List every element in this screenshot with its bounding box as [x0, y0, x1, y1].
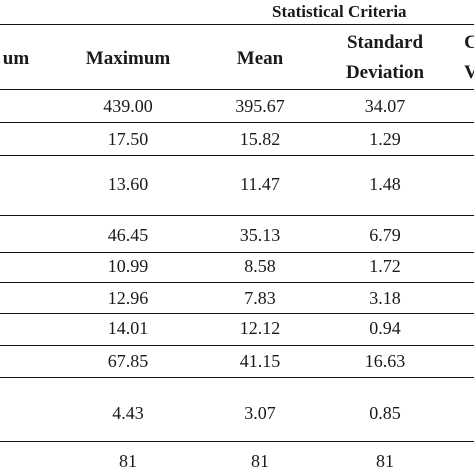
statistical-criteria-header: Statistical Criteria — [272, 2, 407, 21]
row-rule — [0, 313, 474, 314]
row-rule — [0, 282, 474, 283]
cell-mean: 15.82 — [239, 129, 281, 149]
row-rule — [0, 252, 474, 253]
cell-mean: 7.83 — [244, 288, 276, 308]
row-rule — [0, 345, 474, 346]
cell-sd: 6.79 — [369, 225, 401, 245]
row-rule — [0, 441, 474, 442]
column-header-sd-line1: Standard — [346, 32, 424, 53]
cell-max: 13.60 — [107, 174, 149, 194]
cell-sd: 3.18 — [369, 288, 401, 308]
cell-sd: 34.07 — [364, 96, 406, 116]
cell-max: 67.85 — [107, 351, 149, 371]
cell-mean: 81 — [251, 451, 269, 471]
row-rule — [0, 155, 474, 156]
cell-max: 439.00 — [103, 96, 153, 116]
cell-sd: 81 — [376, 451, 394, 471]
cell-mean: 11.47 — [240, 174, 280, 194]
row-rule — [0, 215, 474, 216]
cell-sd: 1.29 — [369, 129, 401, 149]
cell-max: 10.99 — [107, 256, 149, 276]
cell-mean: 35.13 — [239, 225, 281, 245]
column-header-mean: Mean — [236, 48, 284, 69]
row-rule — [0, 377, 474, 378]
cell-mean: 3.07 — [244, 403, 276, 423]
cell-mean: 395.67 — [235, 96, 285, 116]
header-bottom-rule — [0, 89, 474, 90]
cell-max: 4.43 — [112, 403, 144, 423]
cell-sd: 1.48 — [369, 174, 401, 194]
cell-sd: 0.85 — [369, 403, 401, 423]
cell-max: 46.45 — [107, 225, 149, 245]
cell-sd: 1.72 — [369, 256, 401, 276]
cell-sd: 0.94 — [369, 318, 401, 338]
cell-max: 12.96 — [107, 288, 149, 308]
cell-max: 17.50 — [107, 129, 149, 149]
row-rule — [0, 122, 474, 123]
column-header-minimum: um — [2, 48, 30, 69]
cell-max: 81 — [119, 451, 137, 471]
cell-mean: 12.12 — [239, 318, 281, 338]
header-group-rule — [0, 24, 474, 25]
cell-mean: 8.58 — [244, 256, 276, 276]
column-header-sd-line2: Deviation — [345, 62, 425, 83]
cell-max: 14.01 — [107, 318, 149, 338]
cell-sd: 16.63 — [364, 351, 406, 371]
column-header-cv-line1: C — [464, 32, 474, 53]
cell-mean: 41.15 — [239, 351, 281, 371]
column-header-maximum: Maximum — [85, 48, 171, 69]
cell-min: 0 — [0, 95, 10, 117]
column-header-cv-line2: V — [464, 62, 474, 83]
